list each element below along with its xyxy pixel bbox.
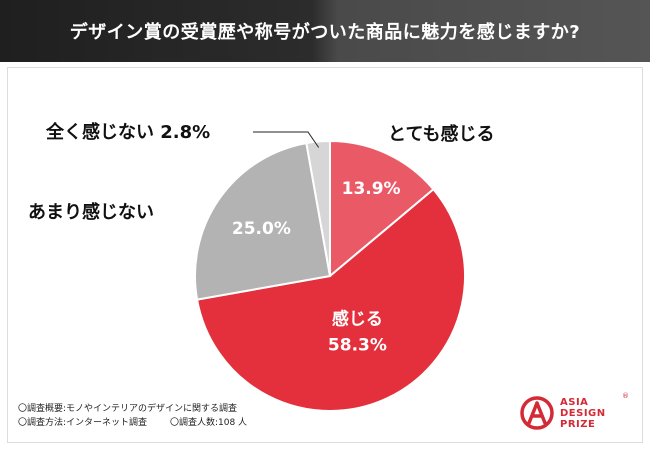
pie-slice-3 — [194, 141, 332, 301]
survey-count: 〇調査人数:108 人 — [169, 418, 248, 428]
logo-line-asia: ASIA — [560, 396, 589, 408]
asia-design-prize-logo: ASIA DESIGN PRIZE ® — [520, 390, 630, 436]
survey-footnote: 〇調査概要:モノやインテリアのデザインに関する調査 〇調査方法:インターネット調… — [18, 402, 247, 430]
header-bar: デザイン賞の受賞歴や称号がついた商品に魅力を感じますか? — [0, 0, 650, 62]
slice-value-label-3: 25.0% — [232, 219, 291, 239]
asia-design-prize-logo-icon — [520, 396, 554, 430]
slice-category-label-1: とても感じる — [388, 123, 495, 145]
slice-category-label-4: 全く感じない 2.8% — [45, 121, 210, 143]
logo-line-design: DESIGN — [560, 407, 606, 419]
pie-slice-4 — [305, 139, 331, 277]
slice-category-label-2: 感じる — [332, 309, 383, 330]
survey-method: 〇調査方法:インターネット調査 — [18, 418, 148, 428]
registered-mark: ® — [622, 392, 629, 400]
chart-panel: 13.9% とても感じる感じる 58.3% 25.0% あまり感じない 全く感じない 2.… — [8, 68, 642, 442]
leader-line-4 — [253, 131, 320, 148]
slice-value-label-1: 13.9% — [342, 179, 401, 199]
survey-overview: 〇調査概要:モノやインテリアのデザインに関する調査 — [18, 404, 238, 414]
logo-line-prize: PRIZE — [560, 418, 596, 430]
chart-title: デザイン賞の受賞歴や称号がついた商品に魅力を感じますか? — [69, 22, 581, 43]
pie-slice-1 — [329, 139, 435, 279]
slice-value-label-2: 58.3% — [328, 336, 387, 356]
pie-slice-2 — [195, 187, 466, 412]
slice-category-label-3: あまり感じない — [28, 201, 154, 223]
